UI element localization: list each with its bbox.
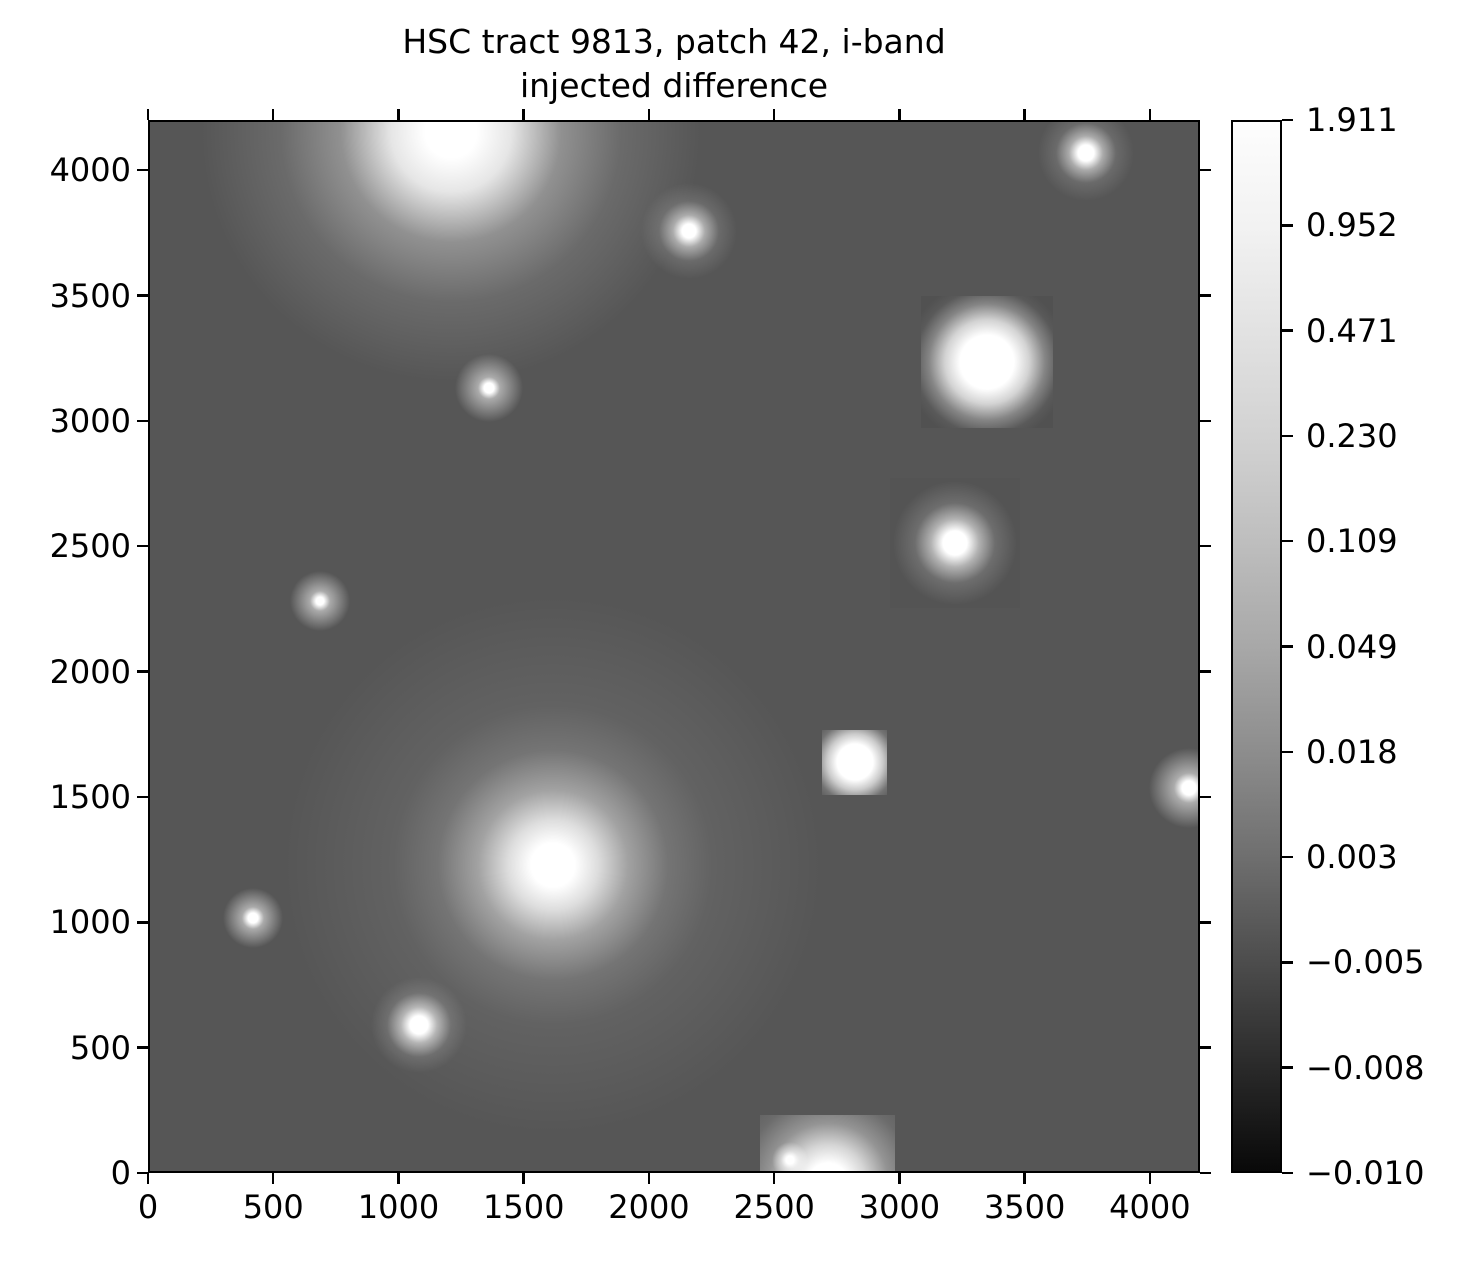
x-axis-tick-top [522, 109, 525, 120]
x-axis-tick-bottom [898, 1173, 901, 1184]
x-axis-tick-label: 3500 [983, 1188, 1066, 1226]
colorbar-tick [1282, 1171, 1293, 1175]
y-axis-tick-label: 1500 [49, 777, 131, 816]
colorbar-tick [1282, 1066, 1293, 1069]
colorbar-tick [1282, 118, 1293, 122]
y-axis-tick-right [1200, 1171, 1211, 1175]
x-axis-tick-label: 1000 [357, 1188, 440, 1226]
x-axis-tick-label: 500 [242, 1188, 304, 1226]
y-axis-tick-right [1200, 294, 1211, 297]
colorbar-tick-label: 0.109 [1306, 522, 1398, 561]
y-axis-tick-right [1200, 1046, 1211, 1049]
x-axis-tick-bottom [522, 1173, 525, 1184]
colorbar [1231, 120, 1282, 1173]
y-axis-tick-right [1200, 544, 1211, 548]
injected-source-blob [822, 729, 888, 795]
y-axis-tick-label: 3500 [49, 276, 131, 315]
y-axis-tick-label: 2500 [49, 527, 131, 566]
y-axis-tick-left [137, 921, 148, 924]
x-axis-tick-bottom [1148, 1173, 1152, 1184]
injected-source-blob [290, 571, 351, 632]
x-axis-tick-top [146, 109, 150, 120]
y-axis-tick-left [137, 670, 148, 673]
x-axis-tick-label: 4000 [1109, 1188, 1191, 1226]
colorbar-tick-label: −0.010 [1306, 1154, 1425, 1192]
colorbar-tick-label: 0.003 [1306, 838, 1398, 877]
y-axis-tick-label: 2000 [49, 652, 131, 691]
source-stamp-square [890, 478, 1020, 608]
injected-source-blob [771, 1141, 808, 1171]
colorbar-tick [1282, 224, 1293, 227]
y-axis-tick-right [1200, 795, 1211, 799]
x-axis-tick-label: 0 [137, 1188, 159, 1226]
x-axis-tick-top [271, 109, 275, 120]
plot-area [148, 120, 1200, 1173]
colorbar-tick [1282, 750, 1293, 754]
y-axis-tick-left [137, 1171, 148, 1175]
y-axis-tick-left [137, 544, 148, 548]
x-axis-tick-bottom [1023, 1173, 1026, 1184]
injected-source-blob [1148, 747, 1198, 828]
x-axis-tick-bottom [772, 1173, 776, 1184]
y-axis-tick-right [1200, 921, 1211, 924]
x-axis-tick-top [397, 109, 400, 120]
y-axis-tick-label: 3000 [49, 401, 131, 440]
colorbar-tick-label: 0.471 [1306, 311, 1398, 350]
injected-source-blob [641, 183, 738, 280]
colorbar-tick-label: 1.911 [1306, 101, 1398, 139]
colorbar-tick-label: −0.008 [1306, 1048, 1425, 1087]
y-axis-tick-right [1200, 670, 1211, 673]
colorbar-tick [1282, 434, 1293, 438]
y-axis-tick-label: 1000 [49, 903, 131, 942]
plot-title-line1: HSC tract 9813, patch 42, i-band [402, 22, 946, 61]
injected-source-blob [200, 122, 701, 383]
x-axis-tick-bottom [146, 1173, 150, 1184]
y-axis-tick-left [137, 795, 148, 799]
x-axis-tick-label: 2000 [608, 1188, 690, 1226]
x-axis-tick-bottom [397, 1173, 400, 1184]
source-stamp-square [822, 729, 888, 795]
colorbar-tick [1282, 645, 1293, 648]
colorbar-tick-label: 0.049 [1306, 627, 1398, 666]
colorbar-tick-label: 0.952 [1306, 206, 1398, 245]
source-stamp-square [920, 295, 1053, 428]
x-axis-tick-label: 1500 [482, 1188, 565, 1226]
y-axis-tick-label: 0 [110, 1154, 131, 1192]
plot-title: HSC tract 9813, patch 42, i-band injecte… [148, 20, 1200, 108]
y-axis-tick-label: 4000 [49, 151, 131, 190]
y-axis-tick-left [137, 419, 148, 423]
injected-source-blob [893, 480, 1018, 605]
colorbar-tick-label: 0.230 [1306, 416, 1398, 455]
y-axis-tick-right [1200, 168, 1211, 172]
x-axis-tick-top [898, 109, 901, 120]
y-axis-tick-left [137, 294, 148, 297]
y-axis-tick-left [137, 1046, 148, 1049]
y-axis-tick-left [137, 168, 148, 172]
x-axis-tick-top [772, 109, 776, 120]
colorbar-tick [1282, 539, 1293, 543]
injected-source-blob [283, 595, 824, 1136]
x-axis-tick-label: 2500 [733, 1188, 815, 1226]
colorbar-tick [1282, 855, 1293, 859]
plot-title-line2: injected difference [519, 66, 829, 105]
injected-source-blob [920, 295, 1053, 428]
y-axis-tick-right [1200, 419, 1211, 423]
colorbar-tick [1282, 329, 1293, 332]
x-axis-tick-top [1023, 109, 1026, 120]
injected-source-blob [1038, 122, 1135, 202]
colorbar-tick-label: 0.018 [1306, 732, 1398, 771]
injected-source-blob [222, 888, 283, 949]
x-axis-tick-top [1148, 109, 1152, 120]
x-axis-tick-top [647, 109, 651, 120]
colorbar-tick [1282, 961, 1293, 964]
y-axis-tick-label: 500 [69, 1028, 131, 1067]
x-axis-tick-label: 3000 [858, 1188, 941, 1226]
injected-source-blob [454, 354, 523, 422]
x-axis-tick-bottom [271, 1173, 275, 1184]
injected-source-blob [371, 977, 467, 1074]
colorbar-tick-label: −0.005 [1306, 943, 1425, 982]
x-axis-tick-bottom [647, 1173, 651, 1184]
